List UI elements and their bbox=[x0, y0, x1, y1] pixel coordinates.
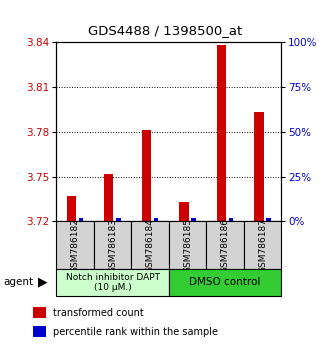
Text: GSM786186: GSM786186 bbox=[220, 218, 230, 273]
Text: GSM786185: GSM786185 bbox=[183, 218, 192, 273]
Bar bbox=[94, 221, 131, 269]
Bar bbox=[33, 326, 46, 337]
Bar bbox=[116, 218, 121, 221]
Bar bbox=[229, 218, 233, 221]
Text: percentile rank within the sample: percentile rank within the sample bbox=[54, 327, 218, 337]
Bar bbox=[206, 221, 244, 269]
Bar bbox=[142, 130, 151, 221]
Bar bbox=[266, 218, 271, 221]
Bar bbox=[169, 269, 281, 296]
Bar bbox=[79, 218, 83, 221]
Bar bbox=[56, 221, 94, 269]
Bar bbox=[169, 221, 206, 269]
Text: GSM786187: GSM786187 bbox=[258, 218, 267, 273]
Text: GSM786182: GSM786182 bbox=[71, 218, 79, 273]
Text: Notch inhibitor DAPT
(10 μM.): Notch inhibitor DAPT (10 μM.) bbox=[66, 273, 160, 292]
Bar bbox=[104, 173, 114, 221]
Bar bbox=[67, 196, 76, 221]
Bar bbox=[216, 45, 226, 221]
Bar bbox=[254, 113, 263, 221]
Bar bbox=[191, 218, 196, 221]
Bar bbox=[33, 307, 46, 318]
Text: agent: agent bbox=[3, 277, 33, 287]
Bar bbox=[244, 221, 281, 269]
Text: DMSO control: DMSO control bbox=[189, 277, 261, 287]
Bar bbox=[154, 218, 158, 221]
Text: GDS4488 / 1398500_at: GDS4488 / 1398500_at bbox=[88, 24, 243, 37]
Text: GSM786183: GSM786183 bbox=[108, 218, 117, 273]
Bar bbox=[179, 202, 189, 221]
Text: transformed count: transformed count bbox=[54, 308, 144, 318]
Text: GSM786184: GSM786184 bbox=[146, 218, 155, 273]
Text: ▶: ▶ bbox=[38, 276, 48, 289]
Bar bbox=[56, 269, 169, 296]
Bar bbox=[131, 221, 169, 269]
